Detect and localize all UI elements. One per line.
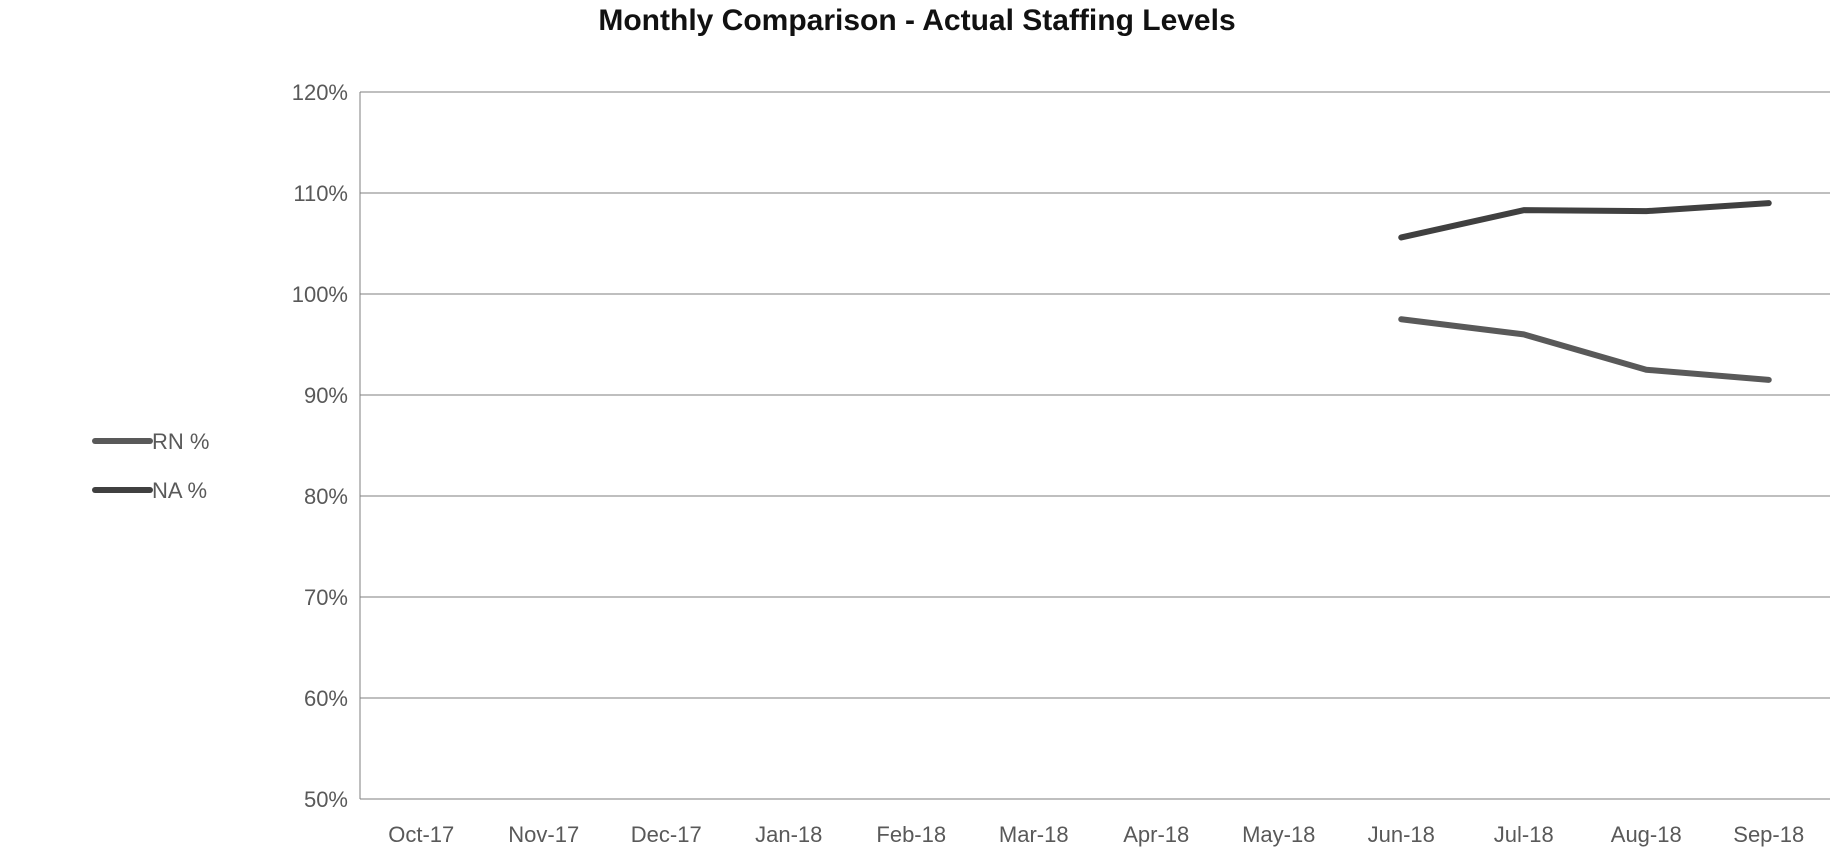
x-tick-label: Dec-17: [631, 822, 702, 847]
y-tick-label: 80%: [304, 484, 348, 509]
x-tick-label: Jun-18: [1368, 822, 1435, 847]
legend: RN % NA %: [92, 429, 209, 503]
y-tick-label: 70%: [304, 585, 348, 610]
x-tick-label: Oct-17: [388, 822, 454, 847]
y-tick-label: 120%: [292, 80, 348, 105]
x-tick-label: Feb-18: [876, 822, 946, 847]
legend-label: NA %: [152, 478, 207, 503]
x-tick-label: Nov-17: [508, 822, 579, 847]
x-axis-ticks: Oct-17 Nov-17 Dec-17 Jan-18 Feb-18 Mar-18 Apr-…: [388, 822, 1804, 847]
y-tick-label: 100%: [292, 282, 348, 307]
x-tick-label: May-18: [1242, 822, 1315, 847]
y-tick-label: 50%: [304, 787, 348, 812]
x-tick-label: Sep-18: [1733, 822, 1804, 847]
y-tick-label: 90%: [304, 383, 348, 408]
x-tick-label: Jul-18: [1494, 822, 1554, 847]
y-tick-label: 110%: [293, 181, 348, 206]
series-lines: [1398, 200, 1772, 383]
x-tick-label: Jan-18: [755, 822, 822, 847]
x-tick-label: Apr-18: [1123, 822, 1189, 847]
series-line: [1398, 316, 1772, 383]
x-tick-label: Aug-18: [1611, 822, 1682, 847]
y-tick-label: 60%: [304, 686, 348, 711]
chart-title: Monthly Comparison - Actual Staffing Lev…: [598, 4, 1235, 37]
series-line: [1398, 200, 1772, 241]
x-tick-label: Mar-18: [999, 822, 1069, 847]
legend-label: RN %: [152, 429, 209, 454]
gridlines: [359, 91, 1830, 800]
y-axis-ticks: 50% 60% 70% 80% 90% 100% 110% 120%: [292, 80, 348, 812]
